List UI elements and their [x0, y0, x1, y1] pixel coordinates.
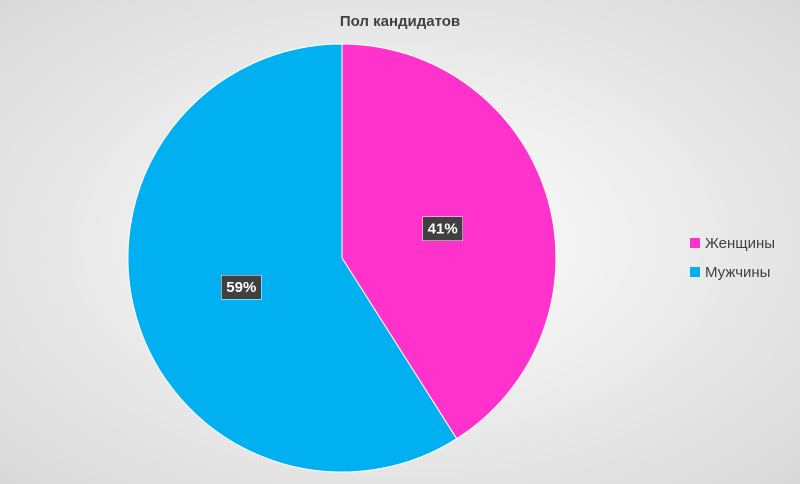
- data-label: 59%: [226, 279, 256, 296]
- legend-swatch: [690, 238, 700, 248]
- pie-slice: [127, 43, 458, 473]
- pie-slice: [341, 43, 557, 440]
- data-label: 41%: [428, 221, 458, 238]
- legend-label: Мужчины: [705, 264, 770, 281]
- legend-swatch: [690, 267, 700, 277]
- data-label-box: [221, 275, 262, 300]
- chart-title: Пол кандидатов: [340, 13, 460, 30]
- legend-label: Женщины: [705, 235, 775, 252]
- data-label-box: [422, 216, 463, 241]
